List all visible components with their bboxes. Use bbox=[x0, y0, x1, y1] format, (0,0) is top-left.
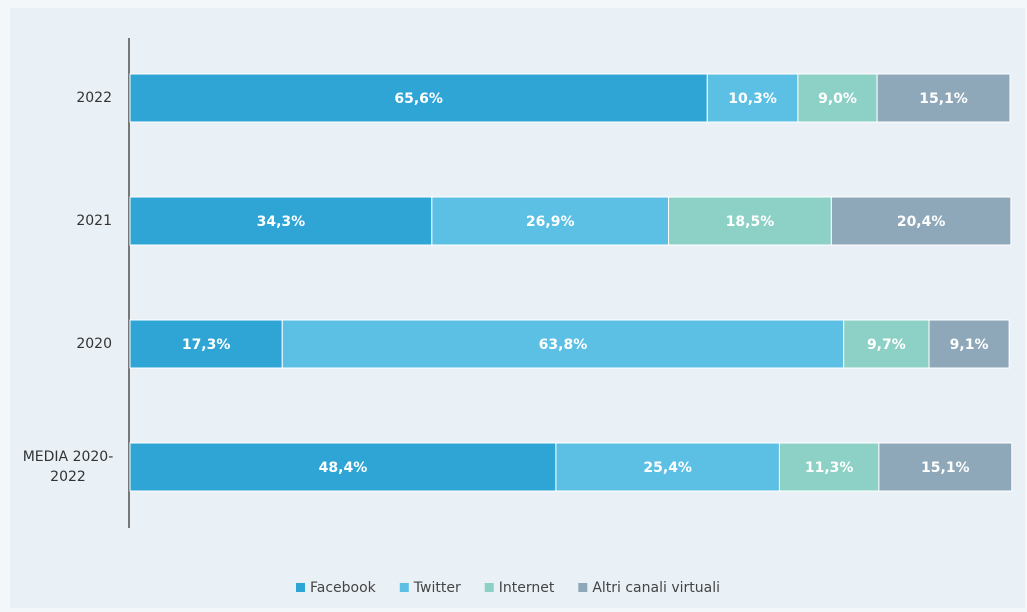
bar-segment bbox=[928, 319, 1010, 369]
value-label: 9,1% bbox=[950, 337, 989, 353]
value-label: 9,0% bbox=[818, 91, 857, 107]
value-label: 63,8% bbox=[539, 337, 588, 353]
bar-segment bbox=[797, 73, 878, 123]
value-label: 17,3% bbox=[182, 337, 231, 353]
legend-swatch bbox=[578, 583, 588, 592]
bar-segment bbox=[281, 319, 845, 369]
value-label: 48,4% bbox=[319, 460, 368, 476]
value-label: 11,3% bbox=[805, 460, 854, 476]
legend-label: Internet bbox=[499, 580, 555, 596]
value-label: 15,1% bbox=[921, 460, 970, 476]
legend-label: Altri canali virtuali bbox=[592, 580, 720, 596]
bar-segment bbox=[555, 442, 780, 492]
value-label: 18,5% bbox=[726, 214, 775, 230]
bar-segment bbox=[431, 196, 670, 246]
value-label: 25,4% bbox=[643, 460, 692, 476]
legend-swatch bbox=[484, 583, 494, 592]
value-label: 9,7% bbox=[867, 337, 906, 353]
legend-label: Facebook bbox=[310, 580, 377, 596]
bar-segment bbox=[129, 442, 557, 492]
value-label: 20,4% bbox=[897, 214, 946, 230]
category-label: 2020 bbox=[76, 336, 112, 352]
value-label: 26,9% bbox=[526, 214, 575, 230]
bar-segment bbox=[129, 73, 708, 123]
legend-swatch bbox=[399, 583, 409, 592]
bar-segment bbox=[706, 73, 799, 123]
bar-segment bbox=[830, 196, 1012, 246]
bar-segment bbox=[878, 442, 1013, 492]
category-label: 2022 bbox=[76, 90, 112, 106]
bar-segment bbox=[129, 319, 283, 369]
legend-label: Twitter bbox=[413, 580, 461, 596]
bar-segment bbox=[129, 196, 433, 246]
value-label: 15,1% bbox=[919, 91, 968, 107]
value-label: 65,6% bbox=[394, 91, 443, 107]
bar-segment bbox=[876, 73, 1011, 123]
value-label: 34,3% bbox=[257, 214, 306, 230]
value-label: 10,3% bbox=[728, 91, 777, 107]
category-label: MEDIA 2020-2022 bbox=[22, 449, 114, 485]
bar-segment bbox=[843, 319, 930, 369]
category-label: 2021 bbox=[76, 213, 112, 229]
legend-swatch bbox=[296, 583, 305, 592]
